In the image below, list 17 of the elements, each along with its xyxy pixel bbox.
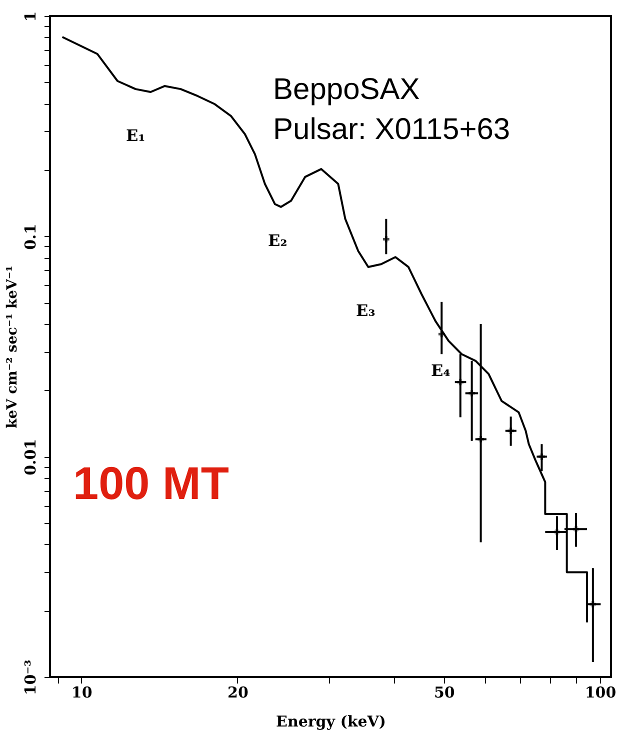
y-tick-label: 1 <box>22 11 40 22</box>
annotation: E₄ <box>431 361 450 380</box>
annotation: E₂ <box>268 231 288 250</box>
annotation: E₃ <box>356 301 376 320</box>
x-tick-label: 20 <box>228 684 248 702</box>
annotation: 100 MT <box>73 457 229 509</box>
annotation: E₁ <box>126 126 146 145</box>
x-axis-title: Energy (keV) <box>276 712 386 730</box>
y-axis-title: keV cm⁻² sec⁻¹ keV⁻¹ <box>4 266 20 428</box>
y-tick-label: 10⁻³ <box>22 660 40 696</box>
annotation: BeppoSAX <box>273 73 420 106</box>
y-tick-label: 0.1 <box>22 224 40 250</box>
y-tick-label: 0.01 <box>22 438 40 476</box>
annotation: Pulsar: X0115+63 <box>273 113 510 146</box>
x-tick-label: 100 <box>584 684 616 702</box>
x-tick-label: 50 <box>434 684 455 702</box>
x-tick-label: 10 <box>71 684 92 702</box>
